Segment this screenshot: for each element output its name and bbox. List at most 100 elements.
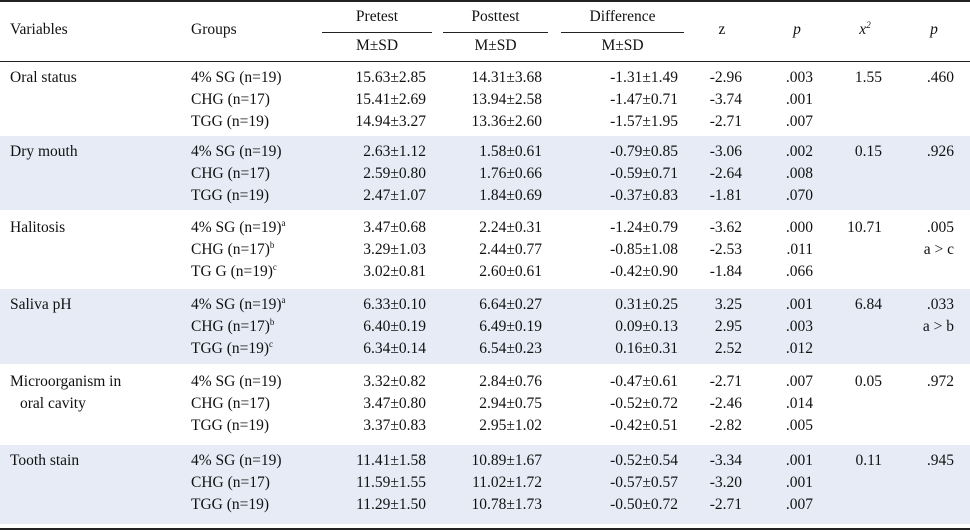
cell-post: 6.64±0.27 [479, 296, 542, 313]
header-bottom-rule [0, 61, 970, 62]
table-bottom-rule [0, 528, 970, 530]
group-superscript: b [269, 239, 275, 250]
cell-post: 2.94±0.75 [479, 395, 542, 412]
cell-p: .001 [785, 91, 813, 108]
cell-post: 2.44±0.77 [479, 241, 542, 258]
cell-diff: -0.47±0.61 [610, 373, 678, 390]
cell-post: 1.84±0.69 [479, 187, 542, 204]
cell-pre: 3.37±0.83 [363, 417, 426, 434]
cell-diff: -0.85±1.08 [610, 241, 678, 258]
cell-pre: 11.41±1.58 [356, 452, 426, 469]
cell-p: .008 [785, 165, 813, 182]
cell-p: .000 [785, 219, 813, 236]
cell-pre: 11.29±1.50 [356, 496, 426, 513]
cell-z: -2.82 [709, 417, 742, 434]
header-difference: Difference [589, 8, 656, 25]
cell-p-chi: .033 [926, 296, 954, 313]
cell-z: -2.71 [709, 373, 742, 390]
cell-post: 2.24±0.31 [479, 219, 542, 236]
cell-chi-square: 6.84 [854, 296, 882, 313]
cell-z: -3.20 [709, 474, 742, 491]
cell-p: .007 [785, 496, 813, 513]
group-name: TGG (n=19) [191, 112, 269, 132]
cell-p-chi: .972 [926, 373, 954, 390]
cell-p: .002 [785, 143, 813, 160]
variable-name: Oral status [10, 69, 77, 86]
cell-diff: -1.24±0.79 [610, 219, 678, 236]
group-name: TGG (n=19) [191, 186, 269, 206]
cell-pre: 3.32±0.82 [363, 373, 426, 390]
cell-p: .007 [785, 373, 813, 390]
cell-chi-square: 1.55 [854, 69, 882, 86]
group-label: 4% SG (n=19) [191, 373, 282, 390]
cell-z: 2.52 [714, 340, 742, 357]
cell-p: .003 [785, 69, 813, 86]
cell-z: -1.84 [709, 263, 742, 280]
cell-z: 3.25 [714, 296, 742, 313]
cell-z: -3.74 [709, 91, 742, 108]
group-label: 4% SG (n=19) [191, 296, 282, 313]
cell-diff: 0.16±0.31 [615, 340, 678, 357]
cell-post: 10.89±1.67 [471, 452, 542, 469]
group-name: CHG (n=17) [191, 473, 270, 493]
group-superscript: a [281, 294, 286, 305]
cell-posthoc: a > c [923, 241, 954, 258]
header-posttest-msd: M±SD [474, 37, 517, 54]
group-name: TGG (n=19) [191, 416, 269, 436]
cell-chi-square: 10.71 [847, 219, 882, 236]
cell-post: 1.76±0.66 [479, 165, 542, 182]
row-band [0, 136, 970, 210]
cell-diff: -0.52±0.72 [610, 395, 678, 412]
cell-diff: -1.47±0.71 [610, 91, 678, 108]
cell-pre: 6.33±0.10 [363, 296, 426, 313]
cell-post: 14.31±3.68 [471, 69, 542, 86]
cell-diff: -0.52±0.54 [610, 452, 678, 469]
cell-pre: 2.47±1.07 [363, 187, 426, 204]
cell-p: .001 [785, 474, 813, 491]
cell-diff: -0.59±0.71 [610, 165, 678, 182]
variable-name: Dry mouth [10, 143, 78, 160]
group-name: 4% SG (n=19) [191, 68, 282, 88]
cell-post: 13.36±2.60 [471, 113, 542, 130]
group-label: CHG (n=17) [191, 395, 270, 412]
cell-chi-square: 0.11 [855, 452, 882, 469]
header-groups: Groups [191, 21, 237, 38]
cell-diff: -0.42±0.90 [610, 263, 678, 280]
header-p: p [793, 21, 801, 38]
cell-pre: 14.94±3.27 [355, 113, 426, 130]
cell-p: .007 [785, 113, 813, 130]
row-band [0, 445, 970, 524]
group-superscript: c [269, 338, 274, 349]
cell-post: 2.60±0.61 [479, 263, 542, 280]
cell-pre: 15.63±2.85 [355, 69, 426, 86]
group-label: CHG (n=17) [191, 165, 270, 182]
variable-name: Microorganism in [10, 373, 122, 390]
cell-p: .014 [785, 395, 813, 412]
posttest-subrule [443, 32, 548, 33]
pretest-subrule [322, 32, 432, 33]
group-name: CHG (n=17)b [191, 240, 274, 260]
group-name: 4% SG (n=19) [191, 451, 282, 471]
cell-pre: 3.02±0.81 [363, 263, 426, 280]
cell-z: 2.95 [714, 318, 742, 335]
cell-pre: 15.41±2.69 [355, 91, 426, 108]
group-label: TG G (n=19) [191, 263, 273, 280]
cell-p: .001 [785, 452, 813, 469]
cell-diff: -0.50±0.72 [610, 496, 678, 513]
cell-p: .011 [786, 241, 813, 258]
group-label: CHG (n=17) [191, 318, 270, 335]
cell-diff: -0.57±0.57 [610, 474, 678, 491]
group-name: TGG (n=19) [191, 495, 269, 515]
cell-z: -2.96 [709, 69, 742, 86]
cell-z: -1.81 [709, 187, 742, 204]
header-variables: Variables [10, 21, 68, 38]
cell-pre: 6.34±0.14 [363, 340, 426, 357]
group-name: 4% SG (n=19) [191, 372, 282, 392]
header-pretest: Pretest [355, 8, 399, 25]
group-name: CHG (n=17) [191, 394, 270, 414]
cell-p-chi: .005 [926, 219, 954, 236]
variable-name: Halitosis [10, 219, 66, 236]
cell-posthoc: a > b [922, 318, 954, 335]
cell-p-chi: .945 [926, 452, 954, 469]
cell-pre: 2.59±0.80 [363, 165, 426, 182]
